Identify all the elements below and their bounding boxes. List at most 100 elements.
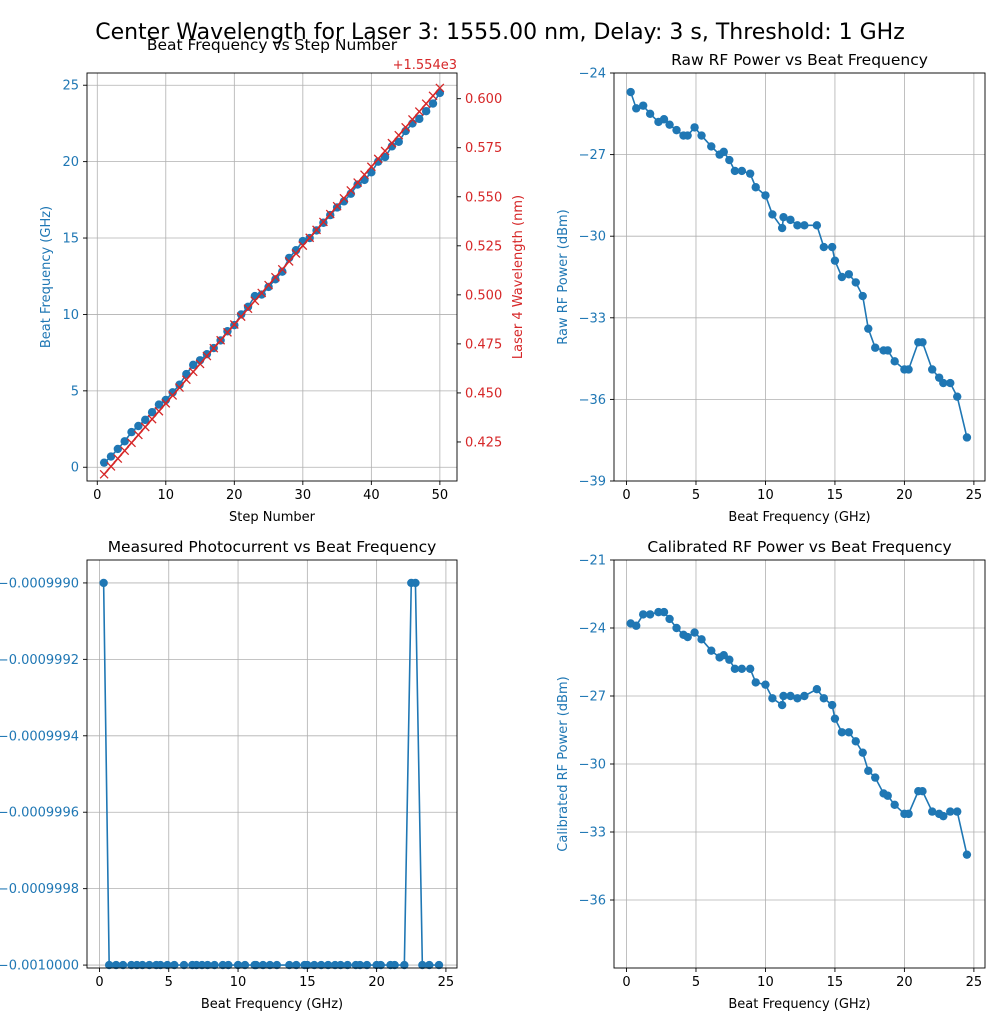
data-point-x-marker (318, 217, 328, 227)
data-point-x-marker (401, 122, 411, 132)
data-point (343, 960, 352, 970)
data-point (310, 960, 319, 970)
x-tick-label: 5 (692, 488, 700, 503)
data-point-x-marker (394, 130, 404, 140)
data-point (786, 215, 795, 225)
data-point-x-marker (195, 359, 205, 369)
data-point-x-marker (120, 446, 130, 456)
data-point (737, 166, 747, 176)
x-tick-label: 5 (165, 975, 173, 990)
x-tick-label: 25 (966, 488, 983, 503)
data-point (697, 131, 706, 140)
y-axis-label: Raw RF Power (dBm) (556, 209, 571, 345)
data-point (830, 256, 840, 265)
data-point (830, 714, 840, 723)
x-axis-label: Step Number (229, 510, 316, 525)
x-tick-label: 10 (230, 975, 247, 990)
axes-frame (86, 72, 458, 482)
data-point-x-marker (264, 280, 274, 290)
data-point (800, 691, 809, 701)
data-point (777, 700, 787, 710)
data-point (141, 415, 150, 425)
data-point-x-marker (216, 335, 226, 345)
data-point (751, 183, 760, 192)
calibrated-rf-power-panel: 0 5 10 15 20 25 −36 −33 −30 −27 −24 −21 Calibrated R… (556, 538, 986, 1012)
data-point-x-marker (380, 146, 390, 156)
data-point (745, 664, 755, 673)
data-point-x-marker (414, 107, 424, 117)
data-point (904, 365, 913, 374)
data-point-x-marker (257, 288, 267, 298)
x-axis-label: Beat Frequency (GHz) (201, 997, 343, 1012)
x-tick-label: 25 (966, 975, 983, 990)
data-point (303, 960, 312, 970)
data-point (292, 960, 301, 970)
data-point (800, 221, 809, 230)
data-point-x-marker (428, 91, 438, 101)
data-point (779, 691, 788, 701)
data-point (962, 433, 972, 442)
data-point (291, 246, 301, 255)
data-point (243, 302, 253, 311)
y-tick-label: −0.0009992 (0, 653, 79, 668)
data-point (154, 400, 164, 409)
data-point (99, 578, 108, 588)
data-point (104, 960, 114, 970)
y-tick-label: 5 (71, 384, 79, 399)
data-point-x-marker (106, 461, 116, 471)
data-point (683, 131, 692, 140)
data-point (632, 104, 641, 113)
data-point-x-marker (154, 406, 164, 416)
data-point (883, 346, 892, 355)
data-point (106, 452, 116, 461)
data-point (871, 773, 880, 782)
data-point (236, 310, 246, 319)
data-point-x-marker (291, 249, 301, 258)
y-tick-label: −0.0009998 (0, 882, 79, 897)
data-point (118, 960, 128, 970)
data-point (210, 960, 219, 970)
x-tick-label: 0 (622, 975, 630, 990)
x-tick-label: 10 (757, 488, 774, 503)
data-point (777, 223, 787, 233)
x-tick-label: 50 (432, 488, 449, 503)
data-point (127, 427, 136, 437)
x-tick-label: 0 (95, 975, 103, 990)
data-point (812, 685, 822, 694)
data-point (819, 242, 829, 252)
data-point (645, 610, 655, 619)
data-point-x-marker (223, 327, 232, 337)
y-tick-label: −24 (579, 622, 606, 637)
data-point (751, 678, 760, 687)
data-point (411, 578, 420, 588)
data-point (168, 388, 177, 397)
data-point (626, 87, 635, 97)
data-point (434, 960, 444, 970)
y-tick-label: −24 (579, 67, 606, 82)
data-point (323, 960, 333, 970)
data-point-x-marker (175, 383, 184, 393)
data-point (786, 691, 795, 701)
y-axis-label: Beat Frequency (GHz) (39, 206, 54, 348)
data-point-x-marker (298, 241, 308, 251)
data-point (376, 960, 385, 970)
data-point-x-marker (332, 201, 342, 211)
data-point-x-marker (277, 264, 287, 274)
data-point-x-marker (366, 162, 376, 172)
data-point-x-marker (140, 422, 150, 432)
data-point-x-marker (202, 351, 212, 361)
data-point (918, 338, 927, 347)
x-tick-label: 40 (363, 488, 380, 503)
x-axis-label: Beat Frequency (GHz) (728, 510, 870, 525)
figure-title: Center Wavelength for Laser 3: 1555.00 n… (95, 20, 905, 45)
series-0-line (102, 582, 439, 966)
panel-title: Measured Photocurrent vs Beat Frequency (108, 538, 437, 556)
y2-tick-label: 0.525 (465, 239, 502, 254)
data-point (953, 392, 962, 401)
x-tick-label: 15 (299, 975, 316, 990)
y-tick-label: 10 (62, 308, 79, 323)
y2-tick-label: 0.575 (465, 141, 502, 156)
data-point (962, 850, 972, 859)
x-tick-label: 0 (622, 488, 630, 503)
data-point (138, 960, 147, 970)
